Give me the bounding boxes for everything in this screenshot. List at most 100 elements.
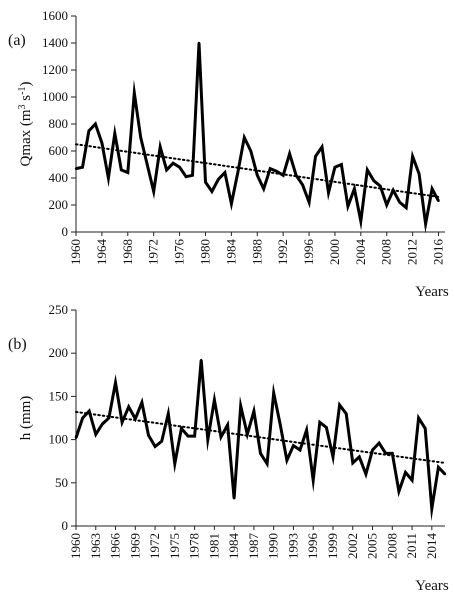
chart-a-data-point <box>281 174 285 177</box>
chart-b-x-tick-label: 1972 <box>147 533 162 559</box>
chart-b-data-point <box>199 358 203 362</box>
chart-a-data-point <box>249 149 252 153</box>
chart-b-x-tick-label: 2011 <box>404 533 419 559</box>
chart-b-data-point <box>417 416 420 420</box>
chart-a-data-point <box>437 199 440 203</box>
chart-a-data-point <box>372 179 375 182</box>
chart-b-data-point <box>107 416 111 420</box>
chart-b-data-point <box>344 412 348 415</box>
chart-b-data-point <box>397 490 401 493</box>
chart-b-x-tick-label: 1963 <box>88 533 103 559</box>
chart-a-data-point <box>146 163 149 166</box>
chart-a-data-point <box>404 206 408 209</box>
chart-b-data-point <box>265 462 269 465</box>
chart-b-x-label: Years <box>415 578 449 594</box>
chart-a-x-tick-label: 2012 <box>405 239 420 265</box>
chart-b-data-point <box>384 452 387 455</box>
chart-b-x-tick-label: 2005 <box>365 533 380 559</box>
chart-a-data-point <box>392 188 395 192</box>
chart-b-data-point <box>305 428 308 432</box>
chart-b-data-point <box>206 438 209 441</box>
chart-a-data-point <box>262 187 265 190</box>
chart-a-data-point <box>307 201 311 204</box>
chart-a-data-point <box>398 201 401 204</box>
chart-a-data-point <box>126 171 129 174</box>
chart-b-y-tick-label: 0 <box>62 518 69 533</box>
chart-b-trend-line <box>75 410 446 464</box>
chart-a-x-tick-label: 1996 <box>301 239 316 266</box>
chart-b-x-tick-label: 1981 <box>206 533 221 559</box>
chart-b-series-line <box>74 359 447 522</box>
chart-a-data-point <box>120 168 123 172</box>
chart-a-x-tick-label: 1960 <box>68 239 83 265</box>
chart-b-x-tick-label: 2014 <box>424 533 439 560</box>
chart-b-data-point <box>443 472 447 476</box>
chart-a-data-point <box>353 187 356 190</box>
chart-b-data-point <box>219 435 223 439</box>
chart-b-data-point <box>101 422 104 426</box>
chart-b-data-point <box>147 434 150 437</box>
chart-a-data-point <box>385 203 388 207</box>
chart-a-x-tick-label: 1968 <box>120 239 135 265</box>
chart-b-data-point <box>213 398 216 402</box>
chart-b-data-point <box>232 497 236 500</box>
chart-b-data-point <box>74 436 78 440</box>
chart-b-data-point <box>371 448 374 452</box>
chart-a-data-point <box>340 163 343 166</box>
chart-b-data-point <box>180 427 183 430</box>
chart-b-data-point <box>186 434 190 438</box>
chart-b-data-point <box>424 427 427 430</box>
chart-b-data-point <box>239 404 242 408</box>
chart-b-data-point <box>325 426 328 429</box>
chart-b-x-tick-label: 1999 <box>325 533 340 559</box>
chart-b-data-point <box>312 479 315 482</box>
chart-b-x-tick-label: 2002 <box>345 533 360 559</box>
chart-a-data-point <box>171 161 175 165</box>
chart-a-data-point <box>411 155 414 158</box>
chart-a-x-tick-label: 1976 <box>172 239 187 266</box>
chart-a-x-tick-label: 1964 <box>94 239 109 266</box>
chart-b-data-point <box>114 381 117 384</box>
chart-b-y-tick-label: 150 <box>49 388 69 403</box>
chart-b-data-point <box>246 433 249 436</box>
chart-a-data-point <box>87 129 91 132</box>
chart-a-x-tick-label: 2004 <box>353 239 368 266</box>
chart-b-x-tick-label: 2008 <box>384 533 399 559</box>
chart-a-y-tick-label: 400 <box>49 170 69 185</box>
chart-a-x-tick-label: 2008 <box>379 239 394 265</box>
chart-a-data-point <box>314 155 317 158</box>
chart-b-data-point <box>285 459 289 462</box>
chart-a-data-point <box>430 187 434 190</box>
chart-b-x-tick-label: 1975 <box>167 533 182 559</box>
chart-a-data-point <box>243 136 246 139</box>
chart-a-data-point <box>327 191 330 195</box>
chart-b-data-point <box>252 409 256 413</box>
chart-b-data-point <box>193 434 196 438</box>
chart-a-data-point <box>184 175 188 178</box>
chart-a-y-tick-label: 1000 <box>42 89 68 104</box>
chart-a-x-tick-label: 1992 <box>275 239 290 265</box>
chart-b: 0 50 100 150 200 250 1960 1963 1966 1969 1972 1975… <box>8 302 449 594</box>
chart-b-data-point <box>167 412 170 415</box>
chart-a-y-tick-label: 800 <box>49 116 69 131</box>
chart-a-x-tick-label: 1988 <box>249 239 264 265</box>
chart-b-data-point <box>87 409 91 413</box>
chart-b-x-tick-label: 1960 <box>68 533 83 559</box>
chart-a-data-point <box>320 145 324 149</box>
chart-a-data-point <box>107 176 110 180</box>
chart-b-panel-label: (b) <box>8 336 27 353</box>
chart-b-data-point <box>120 421 124 424</box>
chart-b-data-point <box>272 391 275 395</box>
chart-b-x-tick-label: 1987 <box>246 533 261 560</box>
chart-b-data-point <box>391 452 394 455</box>
chart-a-data-point <box>81 166 84 169</box>
chart-a-y-tick-label: 200 <box>49 197 69 212</box>
chart-a-data-point <box>178 166 181 169</box>
chart-a-y-tick-label: 1600 <box>42 8 68 23</box>
chart-b-data-point <box>140 401 144 404</box>
chart-a-series-line <box>75 42 440 234</box>
chart-b-data-point <box>127 405 130 408</box>
chart-b-x-tick-label: 1966 <box>108 533 123 560</box>
chart-b-x-tick-label: 1993 <box>285 533 300 559</box>
